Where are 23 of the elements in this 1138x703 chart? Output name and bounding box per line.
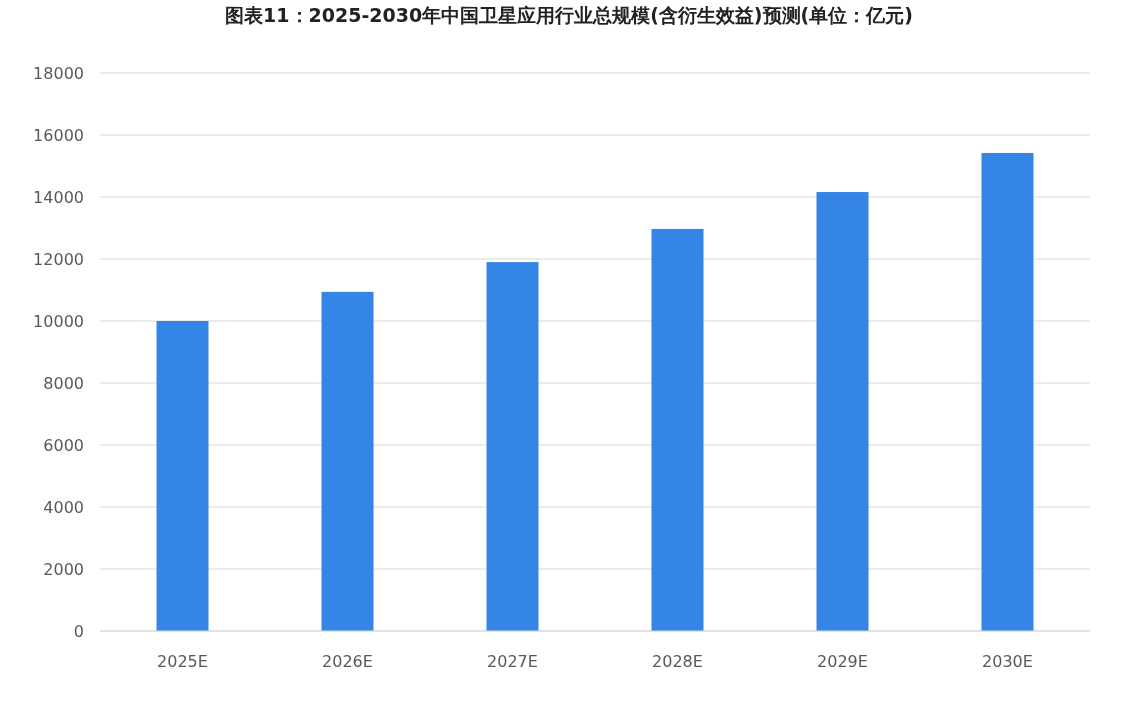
- y-tick-label: 14000: [33, 188, 84, 207]
- y-tick-label: 6000: [43, 436, 84, 455]
- x-tick-label: 2028E: [652, 652, 703, 671]
- bar: [816, 192, 869, 631]
- x-tick-label: 2025E: [157, 652, 208, 671]
- y-tick-label: 4000: [43, 498, 84, 517]
- bar: [651, 228, 704, 631]
- y-tick-label: 0: [73, 622, 84, 641]
- bar: [321, 291, 374, 631]
- x-tick-label: 2030E: [982, 652, 1033, 671]
- x-tick-label: 2027E: [487, 652, 538, 671]
- y-tick-label: 18000: [33, 64, 84, 83]
- y-tick-label: 16000: [33, 126, 84, 145]
- x-tick-label: 2026E: [322, 652, 373, 671]
- y-tick-label: 8000: [43, 374, 84, 393]
- y-tick-label: 10000: [33, 312, 84, 331]
- y-tick-label: 2000: [43, 560, 84, 579]
- bar: [981, 152, 1034, 631]
- bar: [486, 262, 539, 631]
- y-tick-label: 12000: [33, 250, 84, 269]
- chart-title: 图表11：2025-2030年中国卫星应用行业总规模(含衍生效益)预测(单位：亿元): [225, 4, 913, 26]
- x-tick-label: 2029E: [817, 652, 868, 671]
- bar: [156, 321, 209, 631]
